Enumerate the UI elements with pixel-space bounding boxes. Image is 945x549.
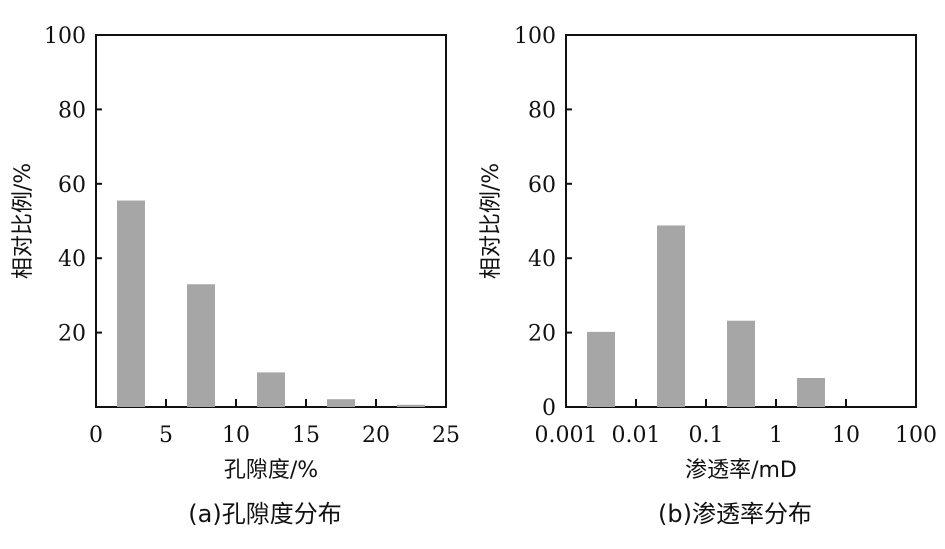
y-tick-label: 20 <box>58 322 86 347</box>
bar-20-25 <box>397 404 425 407</box>
x-tick-label: 5 <box>159 423 173 448</box>
y-tick-label: 20 <box>528 322 556 347</box>
bar-0.001-0.01 <box>587 331 615 407</box>
y-axis-label: 相对比例/% <box>479 163 504 279</box>
y-axis-label: 相对比例/% <box>11 163 36 279</box>
y-tick-label: 60 <box>58 173 86 198</box>
x-tick-label: 20 <box>362 423 390 448</box>
bar-5-10 <box>187 284 215 407</box>
y-tick-label: 80 <box>58 98 86 123</box>
x-tick-label: 1 <box>769 423 783 448</box>
x-tick-label: 15 <box>292 423 320 448</box>
x-tick-label: 0.1 <box>689 423 724 448</box>
bar-15-20 <box>327 399 355 407</box>
y-tick-label: 60 <box>528 173 556 198</box>
chart-panel-porosity: 0 5 10 15 20 25 20 40 60 80 100 孔隙度/% 相对比例/% (a)孔隙度分布 <box>11 24 460 528</box>
x-tick-label: 0 <box>89 423 103 448</box>
x-tick-label: 100 <box>895 423 937 448</box>
y-tick-label: 100 <box>44 24 86 49</box>
bar-0-5 <box>117 200 145 407</box>
x-tick-label: 0.001 <box>535 423 598 448</box>
x-axis-label: 孔隙度/% <box>224 458 318 483</box>
chart-caption: (b)渗透率分布 <box>658 500 812 528</box>
y-tick-label: 40 <box>528 247 556 272</box>
x-tick-label: 0.01 <box>612 423 661 448</box>
bar-0.1-1 <box>727 320 755 407</box>
x-tick-label: 10 <box>832 423 860 448</box>
y-tick-label: 40 <box>58 247 86 272</box>
bar-0.01-0.1 <box>657 225 685 407</box>
y-tick-label: 80 <box>528 98 556 123</box>
x-axis-label: 渗透率/mD <box>685 458 797 483</box>
x-tick-label: 25 <box>432 423 460 448</box>
x-tick-label: 10 <box>222 423 250 448</box>
bar-10-15 <box>257 372 285 407</box>
plot-frame <box>95 34 447 408</box>
chart-caption: (a)孔隙度分布 <box>188 500 341 528</box>
bar-1-10 <box>797 377 825 407</box>
chart-panel-permeability: 0.001 0.01 0.1 1 10 100 0 20 40 60 80 100 渗透率/mD 相对比例… <box>479 24 937 528</box>
y-tick-label: 0 <box>542 396 556 421</box>
y-tick-label: 100 <box>514 24 556 49</box>
